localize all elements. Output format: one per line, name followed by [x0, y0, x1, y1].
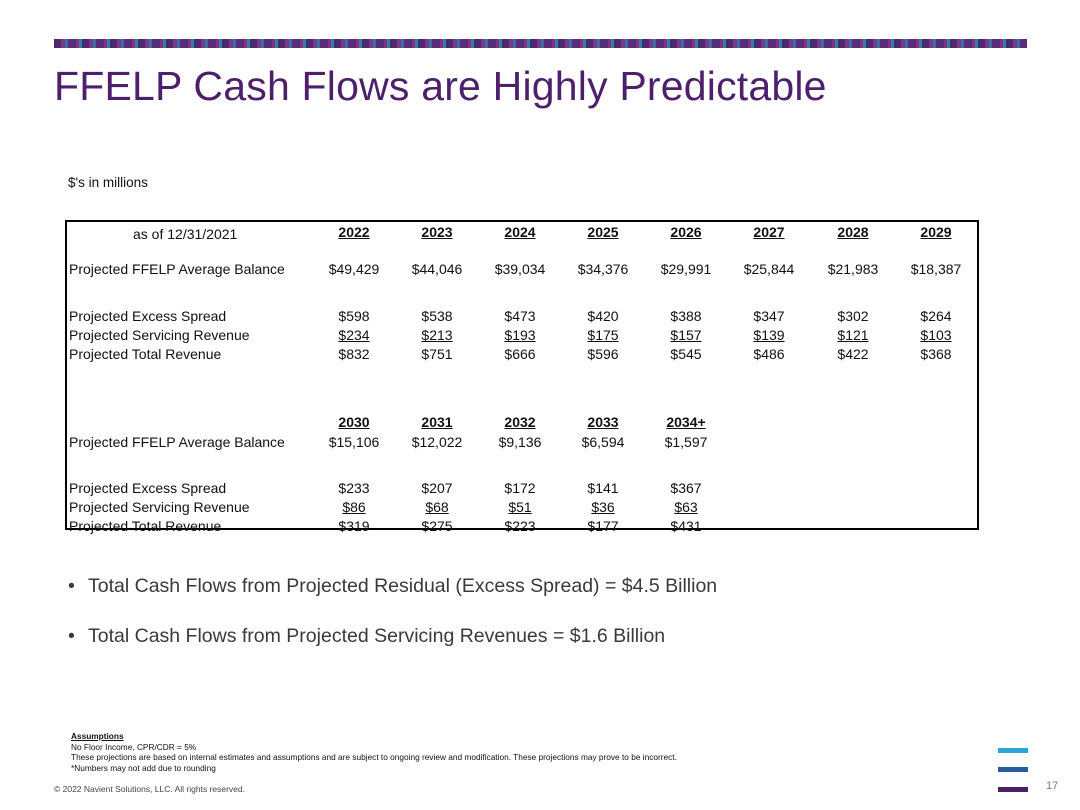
top-row-label: Projected Servicing Revenue	[69, 327, 250, 343]
bottom-value-cell: $177	[587, 518, 619, 534]
bottom-value-cell: $233	[338, 480, 370, 496]
bullet-text: Total Cash Flows from Projected Residual…	[88, 575, 718, 597]
top-value-cell: $121	[837, 327, 869, 343]
bottom-value-cell: $63	[674, 499, 698, 515]
page-title: FFELP Cash Flows are Highly Predictable	[54, 63, 827, 109]
top-value-cell: $751	[421, 346, 453, 362]
top-value-cell: $347	[753, 308, 785, 324]
bullet-item: • Total Cash Flows from Projected Residua…	[68, 575, 717, 598]
assumptions-footnote: Assumptions No Floor Income, CPR/CDR = 5…	[71, 731, 677, 773]
assumption-line: *Numbers may not add due to rounding	[71, 762, 216, 773]
bottom-value-cell: $15,106	[328, 434, 380, 450]
bottom-row-label: Projected Servicing Revenue	[69, 499, 250, 515]
bottom-year-header: 2031	[421, 414, 453, 430]
top-year-header: 2029	[920, 224, 952, 240]
assumption-line: These projections are based on internal …	[71, 752, 677, 762]
bottom-value-cell: $51	[508, 499, 532, 515]
cash-flow-table: as of 12/31/2021 2022 2023 2024 2025 2026 202…	[65, 220, 979, 534]
top-value-cell: $264	[920, 308, 952, 324]
top-year-header: 2024	[504, 224, 536, 240]
top-value-cell: $473	[504, 308, 536, 324]
logo-bar	[998, 787, 1028, 792]
bottom-value-cell: $68	[425, 499, 449, 515]
bottom-value-cell: $223	[504, 518, 536, 534]
page-number: 17	[1046, 780, 1059, 792]
top-year-header: 2028	[837, 224, 869, 240]
top-value-cell: $388	[670, 308, 702, 324]
bottom-row-label: Projected Excess Spread	[69, 480, 227, 496]
bottom-year-header: 2034+	[666, 414, 706, 430]
bottom-row-label: Projected FFELP Average Balance	[69, 434, 285, 450]
top-value-cell: $422	[837, 346, 869, 362]
top-value-cell: $139	[753, 327, 785, 343]
top-value-cell: $420	[587, 308, 619, 324]
top-value-cell: $234	[338, 327, 370, 343]
bullet-dot: •	[68, 575, 75, 597]
bottom-year-header: 2033	[587, 414, 619, 430]
top-value-cell: $598	[338, 308, 370, 324]
top-row-label: Projected Excess Spread	[69, 308, 227, 324]
top-value-cell: $18,387	[910, 261, 962, 277]
top-year-header: 2025	[587, 224, 619, 240]
as-of-label: as of 12/31/2021	[133, 226, 238, 242]
bottom-value-cell: $141	[587, 480, 619, 496]
navient-logo-bars-icon	[998, 748, 1028, 792]
top-row-label: Projected FFELP Average Balance	[69, 261, 285, 277]
bottom-value-cell: $367	[670, 480, 702, 496]
top-value-cell: $34,376	[577, 261, 629, 277]
bottom-value-cell: $12,022	[411, 434, 463, 450]
bottom-value-cell: $9,136	[498, 434, 542, 450]
top-value-cell: $666	[504, 346, 536, 362]
bottom-year-header: 2032	[504, 414, 536, 430]
bottom-value-cell: $1,597	[664, 434, 708, 450]
bottom-value-cell: $207	[421, 480, 453, 496]
top-row-label: Projected Total Revenue	[69, 346, 222, 362]
top-value-cell: $29,991	[660, 261, 712, 277]
assumptions-heading: Assumptions	[71, 731, 124, 741]
bullet-item: • Total Cash Flows from Projected Servici…	[68, 625, 665, 648]
top-year-header: 2023	[421, 224, 453, 240]
top-value-cell: $157	[670, 327, 702, 343]
bottom-value-cell: $275	[421, 518, 453, 534]
top-value-cell: $832	[338, 346, 370, 362]
bullet-text: Total Cash Flows from Projected Servicin…	[88, 625, 666, 647]
bottom-value-cell: $319	[338, 518, 370, 534]
top-value-cell: $213	[421, 327, 453, 343]
top-year-header: 2027	[753, 224, 785, 240]
bottom-value-cell: $6,594	[581, 434, 625, 450]
bottom-value-cell: $36	[591, 499, 615, 515]
bottom-value-cell: $86	[342, 499, 366, 515]
bottom-value-cell: $431	[670, 518, 702, 534]
top-value-cell: $21,983	[827, 261, 879, 277]
top-value-cell: $193	[504, 327, 536, 343]
top-value-cell: $103	[920, 327, 952, 343]
assumption-line: No Floor Income, CPR/CDR = 5%	[71, 741, 197, 752]
top-value-cell: $368	[920, 346, 952, 362]
logo-bar	[998, 767, 1028, 772]
top-value-cell: $545	[670, 346, 702, 362]
bottom-row-label: Projected Total Revenue	[69, 518, 222, 534]
top-value-cell: $44,046	[411, 261, 463, 277]
top-value-cell: $39,034	[494, 261, 546, 277]
top-value-cell: $302	[837, 308, 869, 324]
top-value-cell: $49,429	[328, 261, 380, 277]
top-value-cell: $596	[587, 346, 619, 362]
bottom-value-cell: $172	[504, 480, 536, 496]
bullet-dot: •	[68, 625, 75, 647]
copyright-notice: © 2022 Navient Solutions, LLC. All right…	[54, 784, 246, 794]
units-note: $'s in millions	[68, 175, 148, 190]
top-value-cell: $175	[587, 327, 619, 343]
top-value-cell: $486	[753, 346, 785, 362]
logo-bar	[998, 748, 1028, 753]
top-year-header: 2022	[338, 224, 370, 240]
top-value-cell: $25,844	[743, 261, 795, 277]
bottom-year-header: 2030	[338, 414, 370, 430]
top-year-header: 2026	[670, 224, 702, 240]
decorative-header-stripe	[54, 39, 1027, 48]
top-value-cell: $538	[421, 308, 453, 324]
